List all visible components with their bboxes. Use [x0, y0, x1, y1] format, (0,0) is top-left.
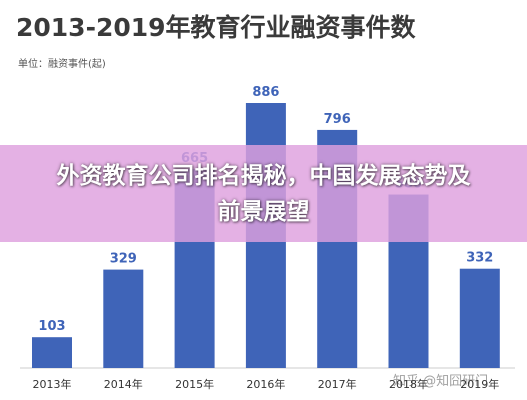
bar-2013年: [32, 337, 72, 368]
unit-label: 单位：融资事件(起): [18, 59, 106, 70]
x-tick-label-2013年: 2013年: [33, 377, 72, 391]
x-tick-label-2018年: 2018年: [389, 377, 428, 391]
value-label-2017年: 796: [324, 112, 351, 127]
watermark: 知乎 @知囧研门: [393, 374, 489, 389]
x-tick-label-2015年: 2015年: [175, 377, 214, 391]
value-label-2016年: 886: [252, 85, 279, 100]
value-label-2019年: 332: [466, 251, 493, 266]
x-tick-label-2017年: 2017年: [318, 377, 357, 391]
x-tick-label-2019年: 2019年: [460, 377, 499, 391]
x-tick-label-2014年: 2014年: [104, 377, 143, 391]
bar-2014年: [103, 269, 144, 368]
x-tick-label-2016年: 2016年: [246, 377, 285, 391]
bar-2019年: [459, 268, 500, 368]
value-label-2014年: 329: [110, 252, 137, 267]
value-label-2013年: 103: [38, 319, 65, 334]
overlay-banner: 外资教育公司排名揭秘，中国发展态势及前景展望: [0, 145, 527, 242]
banner-text: 外资教育公司排名揭秘，中国发展态势及前景展望: [56, 162, 471, 225]
chart-title: 2013-2019年教育行业融资事件数: [16, 13, 416, 42]
